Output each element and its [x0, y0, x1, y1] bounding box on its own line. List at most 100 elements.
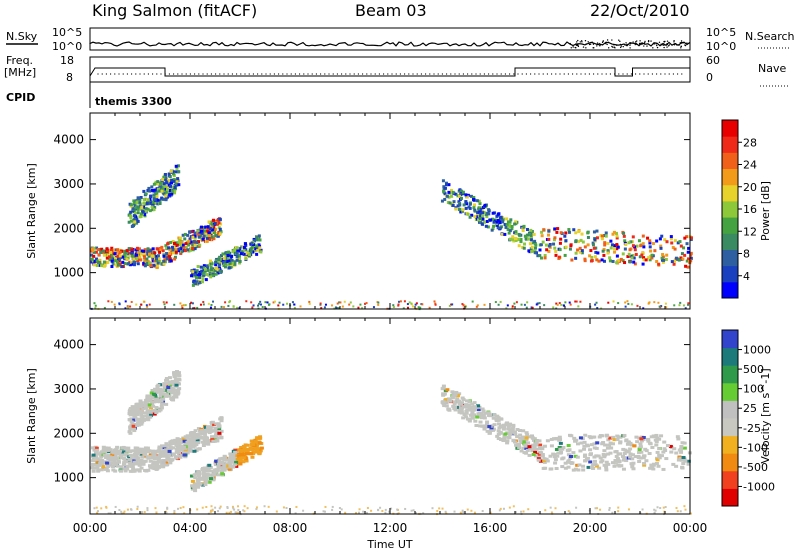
- velocity-cell: [131, 449, 136, 453]
- power-cell: [519, 239, 523, 243]
- power-cell: [156, 187, 160, 191]
- velocity-cell: [201, 427, 206, 431]
- power-cell: [129, 210, 133, 214]
- velocity-cell: [220, 472, 225, 476]
- power-cell: [158, 260, 162, 264]
- power-cell: [403, 300, 406, 303]
- velocity-cell: [231, 465, 236, 469]
- power-cell: [93, 302, 96, 305]
- velocity-cell: [148, 465, 153, 469]
- power-cell: [166, 242, 170, 246]
- velocity-ytick-label: 2000: [53, 426, 84, 440]
- power-cell: [609, 239, 613, 243]
- power-cell: [568, 247, 572, 251]
- velocity-cell: [634, 435, 639, 439]
- nave-point: [555, 73, 557, 75]
- power-cell: [465, 195, 469, 199]
- nave-point: [173, 73, 175, 75]
- velocity-cell: [197, 472, 202, 476]
- velocity-cell: [508, 428, 513, 432]
- power-cell: [511, 235, 515, 239]
- velocity-cell: [201, 472, 206, 476]
- nsearch-point: [626, 43, 628, 46]
- velocity-cell: [473, 419, 478, 423]
- power-cell: [662, 258, 666, 262]
- power-cell: [153, 188, 157, 192]
- velocity-cell: [212, 437, 217, 441]
- power-cell: [624, 305, 627, 308]
- nave-point: [651, 73, 654, 75]
- velocity-cell: [103, 450, 108, 454]
- velocity-cell: [148, 411, 153, 415]
- velocity-ytick-label: 1000: [53, 471, 84, 485]
- nsearch-point: [585, 43, 587, 45]
- velocity-cell: [461, 405, 466, 409]
- power-cell: [163, 260, 167, 264]
- power-cell: [92, 250, 96, 254]
- velocity-cell: [467, 417, 472, 421]
- power-cell: [547, 233, 551, 237]
- power-cell: [170, 181, 174, 185]
- power-cell: [221, 252, 225, 256]
- velocity-cell: [190, 438, 195, 442]
- velocity-cell: [641, 508, 644, 511]
- power-cell: [90, 247, 94, 251]
- velocity-cell: [106, 463, 111, 467]
- power-cell: [103, 251, 107, 255]
- power-cell: [223, 261, 227, 265]
- velocity-cell: [558, 451, 563, 455]
- velocity-cell: [516, 443, 521, 447]
- velocity-cell: [162, 450, 167, 454]
- power-cell: [244, 254, 248, 258]
- velocity-cell: [243, 458, 248, 462]
- power-cell: [648, 254, 652, 258]
- power-cell: [209, 268, 213, 272]
- power-cell: [428, 306, 431, 309]
- velocity-cell: [176, 387, 181, 391]
- velocity-cell: [256, 436, 261, 440]
- power-cell: [678, 240, 682, 244]
- velocity-cell: [174, 371, 179, 375]
- power-cell: [631, 244, 635, 248]
- velocity-cell: [91, 446, 96, 450]
- power-cell: [193, 236, 197, 240]
- velocity-cell: [519, 449, 524, 453]
- velocity-cell: [123, 452, 128, 456]
- power-cell: [623, 239, 627, 243]
- velocity-cell: [174, 395, 179, 399]
- power-cell: [247, 253, 251, 257]
- velocity-cell: [101, 445, 106, 449]
- velocity-cell: [592, 442, 597, 446]
- power-cell: [641, 234, 645, 238]
- velocity-cell: [160, 444, 165, 448]
- nave-point: [563, 73, 565, 75]
- power-cell: [617, 258, 621, 262]
- velocity-cell: [617, 464, 622, 468]
- velocity-cell: [508, 422, 513, 426]
- nave-point: [420, 73, 422, 75]
- velocity-cell: [164, 394, 169, 398]
- power-cell: [138, 204, 142, 208]
- velocity-cell: [671, 462, 676, 466]
- nave-point: [177, 73, 179, 75]
- nsearch-point: [673, 40, 675, 42]
- power-cell: [658, 305, 661, 308]
- power-cell: [338, 301, 341, 304]
- velocity-cell: [140, 414, 145, 418]
- power-cell: [142, 189, 146, 193]
- power-cell: [574, 256, 578, 260]
- velocity-cell: [137, 419, 142, 423]
- power-cell: [514, 220, 518, 224]
- velocity-cell: [584, 457, 589, 461]
- velocity-cell: [190, 474, 195, 478]
- power-cell: [174, 182, 178, 186]
- power-cell: [637, 239, 641, 243]
- velocity-cell: [171, 452, 176, 456]
- velocity-cell: [206, 467, 211, 471]
- velocity-cell: [165, 456, 170, 460]
- power-cell: [181, 243, 185, 247]
- velocity-cell: [159, 388, 164, 392]
- velocity-cell: [549, 444, 554, 448]
- power-cell: [156, 198, 160, 202]
- nave-point: [597, 73, 599, 75]
